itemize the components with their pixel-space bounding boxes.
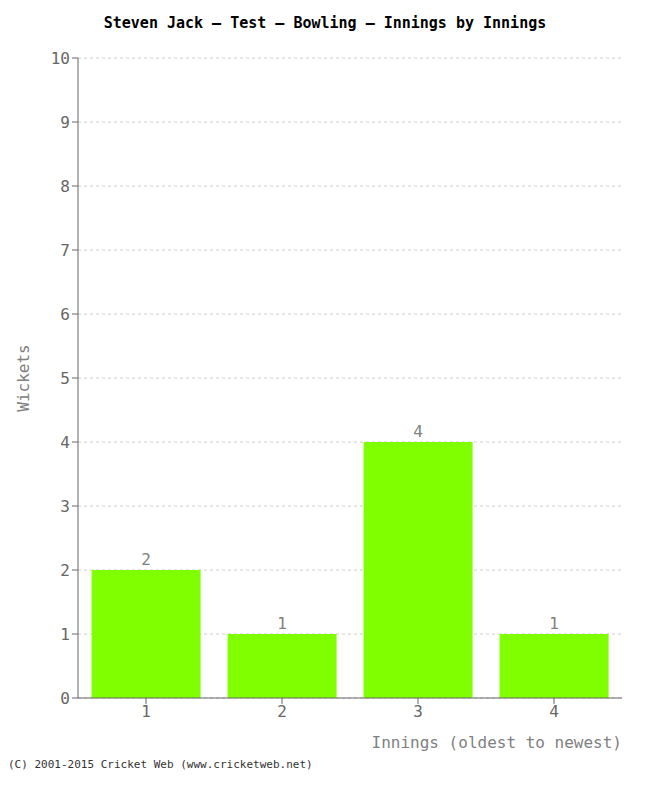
svg-text:2: 2 — [141, 550, 151, 569]
svg-text:Innings (oldest to newest): Innings (oldest to newest) — [372, 733, 622, 752]
svg-text:1: 1 — [277, 614, 287, 633]
svg-text:9: 9 — [60, 113, 70, 132]
svg-text:1: 1 — [549, 614, 559, 633]
svg-text:4: 4 — [549, 702, 559, 721]
svg-text:2: 2 — [277, 702, 287, 721]
svg-text:1: 1 — [60, 625, 70, 644]
svg-text:1: 1 — [141, 702, 151, 721]
svg-text:Wickets: Wickets — [14, 344, 33, 411]
svg-text:2: 2 — [60, 561, 70, 580]
svg-text:5: 5 — [60, 369, 70, 388]
html-text:(C) 2001-2015 Cricket Web (www: (C) 2001-2015 Cricket Web (www.cricketwe… — [8, 758, 313, 771]
svg-text:4: 4 — [60, 433, 70, 452]
svg-text:3: 3 — [413, 702, 423, 721]
svg-text:8: 8 — [60, 177, 70, 196]
html-text:Steven Jack – Test – Bowling –: Steven Jack – Test – Bowling – Innings b… — [103, 14, 547, 32]
svg-text:4: 4 — [413, 422, 423, 441]
svg-text:0: 0 — [60, 689, 70, 708]
svg-text:6: 6 — [60, 305, 70, 324]
svg-text:3: 3 — [60, 497, 70, 516]
svg-text:10: 10 — [51, 49, 70, 68]
svg-text:7: 7 — [60, 241, 70, 260]
